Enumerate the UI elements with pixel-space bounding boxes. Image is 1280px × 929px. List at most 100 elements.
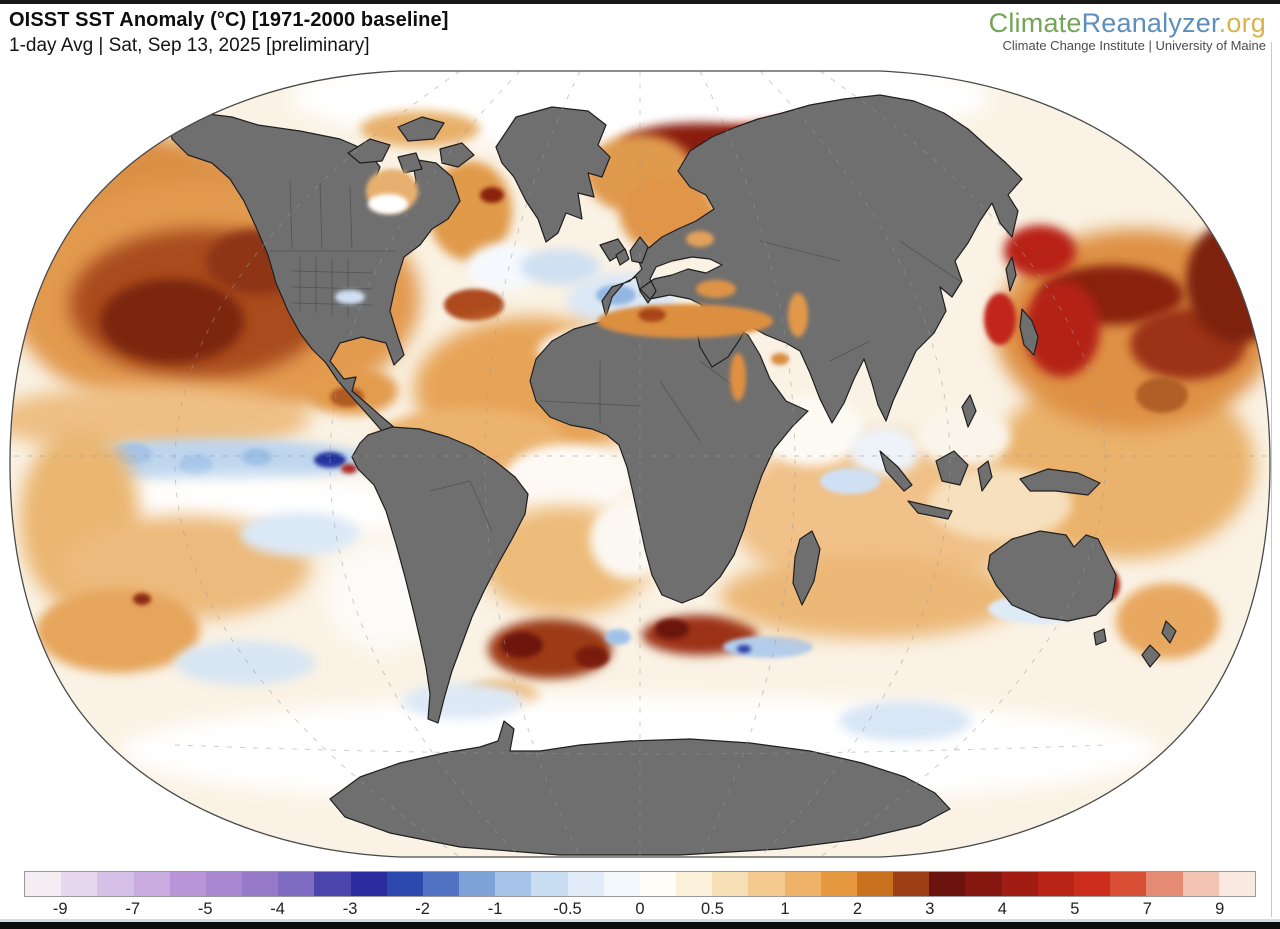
anomaly-eq-wave-b [179,455,213,475]
colorbar-segment-14 [495,872,532,896]
colorbar-segment-11 [386,872,423,896]
anomaly-eq-atlantic-white [506,444,630,510]
colorbar-tick--4: -4 [270,900,285,918]
anomaly-baltic-orange [686,231,714,247]
colorbar-tick-3: 3 [925,900,935,918]
colorbar-tick--3: -3 [342,900,358,918]
logo-wordmark[interactable]: ClimateReanalyzer.org [989,9,1266,37]
colorbar-segment-22 [784,872,821,896]
colorbar-segment-3 [97,872,134,896]
colorbar: -9 -7 -5 -4 -3 -2 -1 -0.5 0 0.5 1 2 3 4 5 7 9 [24,871,1256,921]
logo-word-org: .org [1218,8,1266,38]
logo-tagline: Climate Change Institute | University of… [1002,38,1267,54]
anomaly-sw-atl-maroon-b [575,646,609,668]
colorbar-segment-10 [350,872,387,896]
colorbar-tick-1: 1 [780,900,790,918]
colorbar-segment-24 [856,872,894,896]
colorbar-tick--0.5: -0.5 [553,900,582,918]
colorbar-segment-25 [893,872,930,896]
colorbar-segment-17 [603,872,640,896]
colorbar-segment-32 [1146,872,1183,896]
colorbar-tick--1: -1 [487,900,503,918]
anomaly-nz-warm [1116,583,1220,659]
tasmania-landmass [1093,628,1107,646]
anomaly-kuroshio-red [1024,281,1100,377]
page-title: OISST SST Anomaly (°C) [1971-2000 baseli… [9,9,449,31]
colorbar-tick--5: -5 [197,900,213,918]
anomaly-southern-blue-b [839,701,971,741]
header: OISST SST Anomaly (°C) [1971-2000 baseli… [0,4,1280,60]
inland-seas-and-lakes [335,169,1016,401]
anomaly-great-lakes-pale [335,290,365,304]
anomaly-bay-bengal-pale [849,427,921,475]
climate-reanalyzer-logo[interactable]: ClimateReanalyzer.org Climate Change Ins… [989,9,1266,53]
anomaly-red-sea-orange [730,353,746,401]
colorbar-segment-28 [1001,872,1038,896]
colorbar-tick--7: -7 [125,900,141,918]
colorbar-tick-7: 7 [1142,900,1152,918]
anomaly-peru-coast-red [341,464,357,474]
south-america-landmass [351,426,529,724]
anomaly-philippine-white [914,409,1010,465]
anomaly-sw-atl-maroon-a [501,632,543,658]
anomaly-black-sea-orange [696,280,736,298]
colorbar-segment-15 [531,872,568,896]
anomaly-hudson-bay-white [368,194,408,214]
graticule [14,71,1266,857]
colorbar-segment-2 [61,872,98,896]
colorbar-segment-20 [712,872,749,896]
anomaly-baffin-dark-spot [480,187,504,203]
anomaly-eq-wave-c [242,448,272,466]
anomaly-labrador-white [467,243,543,291]
anomaly-sw-atl-blue-eddy [605,629,631,645]
sst-anomaly-map [0,60,1280,868]
colorbar-segment-33 [1182,872,1219,896]
window-top-edge [0,0,1280,4]
anomaly-ne-pacific-maroon [100,279,244,363]
colorbar-tick-0.5: 0.5 [701,900,724,918]
canadian-arctic-islands [347,116,475,174]
projection-outline [9,70,1271,858]
anomaly-agulhas-maroon [655,619,689,639]
anomaly-persian-gulf-orange [771,353,789,365]
colorbar-segment-8 [278,872,315,896]
anomaly-s-greenland-blue [520,249,600,285]
colorbar-segment-7 [242,872,279,896]
colorbar-segment-16 [567,872,604,896]
colorbar-segment-31 [1110,872,1147,896]
colorbar-segment-26 [929,872,966,896]
anomaly-southern-blue-a [402,683,522,719]
anomaly-mediterranean-orange [597,304,773,338]
colorbar-tick-2: 2 [852,900,862,918]
anomaly-agulhas-navy-dot [737,645,751,653]
maritime-continent-islands [879,394,1101,520]
anomaly-india-south-blue [820,468,880,494]
colorbar-tick--2: -2 [415,900,430,918]
anomaly-s-indian-warm-streak [720,555,1020,639]
colorbar-segment-6 [205,872,243,896]
colorbar-segment-30 [1073,872,1111,896]
window-bottom-line [0,919,1280,922]
colorbar-tick--9: -9 [52,900,68,918]
logo-word-climate: Climate [988,8,1082,38]
colorbar-segment-29 [1037,872,1074,896]
anomaly-gulf-stream-dark [444,289,504,321]
anomaly-s-pacific-blue-b [175,641,315,685]
colorbar-tick-labels: -9 -7 -5 -4 -3 -2 -1 -0.5 0 0.5 1 2 3 4 5 7 9 [24,897,1256,919]
colorbar-tick-9: 9 [1215,900,1225,918]
colorbar-segment-19 [676,872,713,896]
anomaly-s-pacific-blue-a [240,512,360,556]
anomaly-med-dark-spot [638,308,666,322]
window-right-edge [1271,42,1272,917]
colorbar-segment-12 [422,872,460,896]
anomaly-s-pacific-warm-b [36,589,200,673]
colorbar-tick-4: 4 [997,900,1007,918]
colorbar-segment-18 [639,872,677,896]
colorbar-segment-34 [1218,872,1255,896]
landmasses [169,94,1177,856]
colorbar-segment-21 [748,872,785,896]
anomaly-gulf-mexico-dark [330,387,364,407]
anomaly-okhotsk-red [1004,225,1076,277]
anomaly-japan-sea-red [984,293,1016,345]
